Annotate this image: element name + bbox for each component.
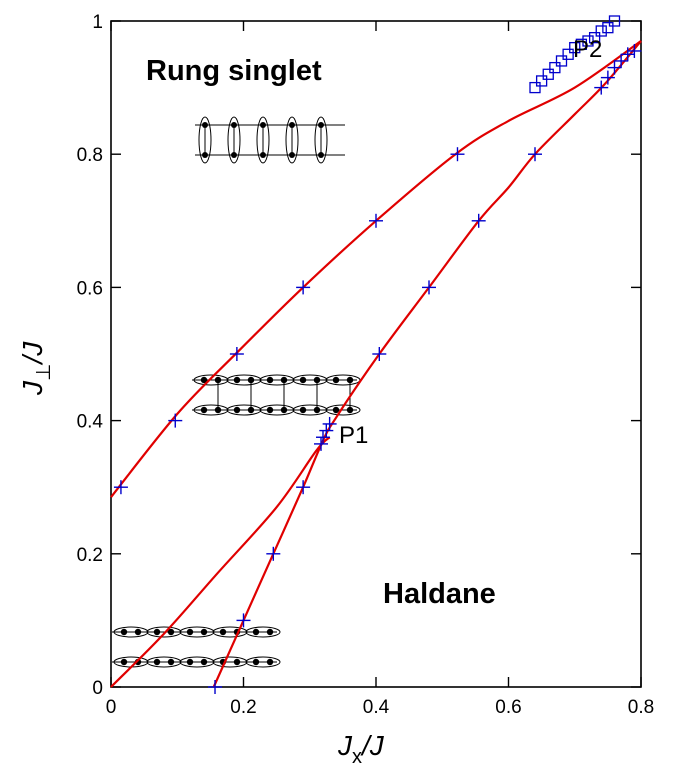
tick-labels: 0 0.2 0.4 0.6 0.8 0 0.2 0.4 0.6 0.8 1: [77, 12, 655, 718]
boundary-curve-0: [110, 40, 642, 498]
ladder-diagram-rung-singlet: [195, 116, 345, 164]
axis-ticks: [110, 20, 642, 688]
data-point-marker: [535, 75, 548, 87]
data-point-marker: [607, 60, 622, 75]
data-point-marker: [600, 70, 615, 85]
data-point-marker: [113, 480, 128, 495]
data-point-marker: [588, 32, 601, 44]
data-point-marker: [296, 280, 311, 295]
data-point-marker: [562, 48, 574, 60]
data-point-marker: [595, 25, 607, 37]
x-axis-title: Jx/J: [337, 730, 385, 768]
x-tick-label: 0: [106, 697, 117, 718]
data-point-marker: [266, 546, 281, 561]
data-point-marker: [549, 61, 561, 74]
data-point-marker: [569, 41, 581, 54]
phase-boundary-curves: [110, 40, 642, 688]
ladder-diagram-middle: [192, 374, 361, 416]
data-point-marker: [582, 35, 594, 47]
data-point-marker: [314, 436, 329, 451]
data-point-marker: [319, 423, 334, 438]
boundary-curve-2: [110, 436, 331, 688]
y-tick-label: 0: [92, 678, 103, 699]
x-axis-title-sub: x: [352, 746, 362, 768]
data-point-marker: [594, 80, 609, 95]
data-point-marker: [422, 280, 436, 295]
data-point-marker: [608, 15, 621, 27]
region-label-rung-singlet: Rung singlet: [146, 55, 322, 87]
y-tick-label: 0.2: [77, 545, 103, 566]
data-point-marker: [208, 680, 223, 694]
data-markers: [113, 15, 642, 694]
data-point-marker: [168, 413, 183, 428]
data-point-marker: [229, 347, 244, 361]
data-point-marker: [627, 43, 642, 58]
data-point-marker: [542, 68, 554, 80]
data-point-marker: [614, 53, 629, 68]
data-point-marker: [555, 55, 568, 67]
data-point-marker: [322, 416, 337, 431]
data-point-marker: [450, 147, 465, 162]
data-point-marker: [529, 81, 541, 94]
data-point-marker: [602, 22, 614, 34]
data-point-marker: [369, 213, 383, 228]
data-point-marker: [236, 613, 251, 628]
ladder-diagram-bottom: [112, 626, 281, 668]
data-point-marker: [620, 47, 635, 62]
data-point-marker: [296, 480, 311, 495]
data-point-marker: [471, 213, 486, 228]
data-point-marker: [528, 147, 542, 162]
x-tick-label: 0.8: [628, 697, 654, 718]
point-label-p1: P1: [339, 422, 368, 449]
y-tick-label: 0.8: [77, 145, 103, 166]
data-point-marker: [575, 38, 588, 50]
point-label-p2: P2: [573, 36, 602, 63]
y-axis-title-sub: ⊥: [33, 364, 55, 381]
y-tick-label: 1: [92, 12, 103, 33]
region-label-haldane: Haldane: [383, 578, 496, 610]
data-point-marker: [372, 347, 387, 361]
y-tick-label: 0.4: [77, 412, 104, 433]
x-tick-label: 0.6: [495, 697, 521, 718]
y-axis-title: J⊥/J: [17, 341, 55, 396]
y-axis-title-main: J: [17, 380, 48, 396]
y-tick-label: 0.6: [77, 278, 103, 299]
x-axis-title-main: J: [337, 730, 353, 761]
x-axis-title-rest: /J: [360, 730, 385, 761]
x-tick-label: 0.2: [230, 697, 256, 718]
data-point-marker: [316, 430, 330, 445]
y-axis-title-rest: /J: [17, 341, 48, 366]
x-tick-label: 0.4: [363, 697, 390, 718]
